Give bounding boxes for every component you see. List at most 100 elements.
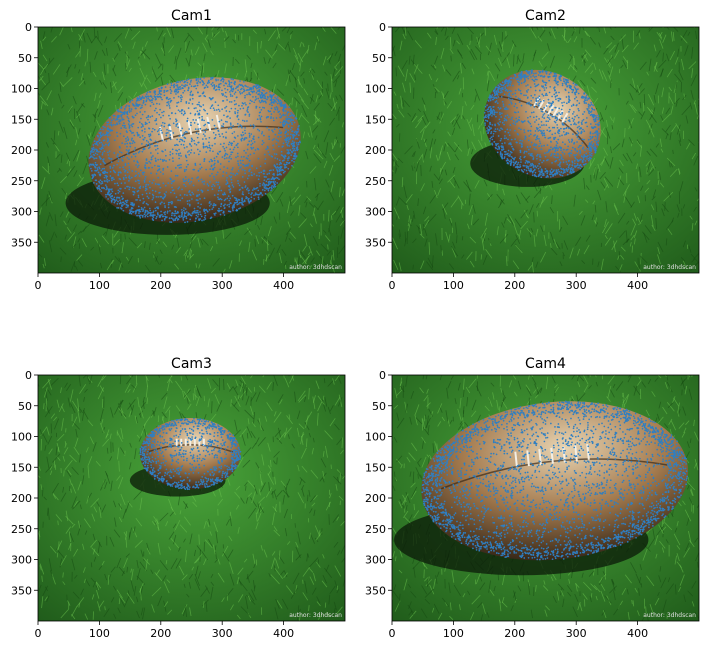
scatter-point xyxy=(134,210,137,212)
scatter-point xyxy=(532,163,534,166)
scatter-point xyxy=(548,79,550,82)
scatter-point xyxy=(144,103,147,106)
scatter-point xyxy=(575,90,578,93)
scatter-point xyxy=(154,157,157,160)
scatter-point xyxy=(500,95,503,98)
scatter-point xyxy=(183,487,186,490)
scatter-point xyxy=(528,152,530,155)
scatter-point xyxy=(562,172,565,174)
scatter-point xyxy=(186,120,189,123)
scatter-point xyxy=(162,431,165,434)
scatter-point xyxy=(551,133,554,136)
scatter-point xyxy=(218,83,221,86)
scatter-point xyxy=(94,161,97,164)
scatter-point xyxy=(223,84,225,87)
scatter-point xyxy=(208,146,211,149)
scatter-point xyxy=(230,181,233,184)
scatter-point xyxy=(213,454,216,457)
scatter-point xyxy=(587,159,590,162)
scatter-point xyxy=(152,155,154,157)
scatter-point xyxy=(169,86,172,89)
scatter-point xyxy=(204,444,207,447)
scatter-point xyxy=(577,146,580,149)
scatter-point xyxy=(245,137,248,139)
scatter-point xyxy=(128,111,131,113)
scatter-point xyxy=(169,469,172,471)
scatter-point xyxy=(550,168,553,171)
scatter-point xyxy=(558,132,560,135)
scatter-point xyxy=(145,139,148,142)
scatter-point xyxy=(525,85,527,87)
scatter-point xyxy=(144,95,147,98)
scatter-point xyxy=(186,84,188,87)
scatter-point xyxy=(148,121,151,124)
scatter-point xyxy=(201,138,204,140)
scatter-point xyxy=(237,164,240,167)
scatter-point xyxy=(532,155,534,158)
scatter-point xyxy=(169,476,172,479)
scatter-point xyxy=(504,115,507,117)
scatter-point xyxy=(182,486,184,489)
scatter-point xyxy=(157,455,160,458)
scatter-point xyxy=(283,106,286,108)
scatter-point xyxy=(198,103,200,106)
scatter-point xyxy=(182,459,185,461)
scatter-point xyxy=(567,152,570,155)
scatter-point xyxy=(573,97,576,100)
scatter-point xyxy=(531,78,534,81)
scatter-point xyxy=(296,144,299,146)
scatter-point xyxy=(484,119,487,122)
scatter-point xyxy=(178,154,180,157)
scatter-point xyxy=(183,485,186,488)
y-tick-label: 100 xyxy=(11,431,32,444)
scatter-point xyxy=(199,423,202,425)
scatter-point xyxy=(135,152,137,155)
scatter-point xyxy=(220,443,222,445)
scatter-point xyxy=(520,92,523,95)
scatter-point xyxy=(501,88,503,91)
scatter-point xyxy=(164,441,166,444)
scatter-point xyxy=(92,153,95,156)
scatter-point xyxy=(211,422,214,424)
scatter-point xyxy=(116,182,119,185)
scatter-point xyxy=(285,141,287,144)
scatter-point xyxy=(514,156,516,159)
scatter-point xyxy=(143,206,146,209)
projected-points xyxy=(483,69,601,179)
scatter-point xyxy=(539,70,542,73)
scatter-point xyxy=(201,481,204,484)
scatter-point xyxy=(193,420,196,423)
scatter-point xyxy=(219,82,222,85)
scatter-point xyxy=(214,479,217,482)
scatter-point xyxy=(219,197,222,200)
scatter-point xyxy=(142,459,145,461)
scatter-point xyxy=(590,103,593,106)
projected-points xyxy=(139,417,242,491)
scatter-point xyxy=(517,161,520,164)
scatter-point xyxy=(586,99,588,101)
scatter-point xyxy=(186,488,189,491)
scatter-point xyxy=(130,156,133,158)
scatter-point xyxy=(241,137,244,140)
scatter-point xyxy=(116,118,119,120)
scatter-point xyxy=(557,130,560,132)
scatter-point xyxy=(156,111,158,114)
scatter-point xyxy=(555,75,557,78)
scatter-point xyxy=(143,171,146,174)
scatter-point xyxy=(206,432,209,435)
scatter-point xyxy=(587,105,590,107)
scatter-point xyxy=(126,113,129,116)
scatter-point xyxy=(225,152,227,155)
scatter-point xyxy=(173,421,176,424)
scatter-point xyxy=(518,127,520,130)
scatter-point xyxy=(218,471,220,473)
scatter-point xyxy=(140,96,143,99)
scatter-point xyxy=(100,141,103,144)
scatter-point xyxy=(540,173,542,176)
scatter-point xyxy=(187,78,190,81)
scatter-point xyxy=(197,450,200,452)
scatter-point xyxy=(553,155,556,158)
scatter-point xyxy=(243,89,246,92)
scatter-point xyxy=(559,113,562,116)
scatter-point xyxy=(277,111,280,114)
